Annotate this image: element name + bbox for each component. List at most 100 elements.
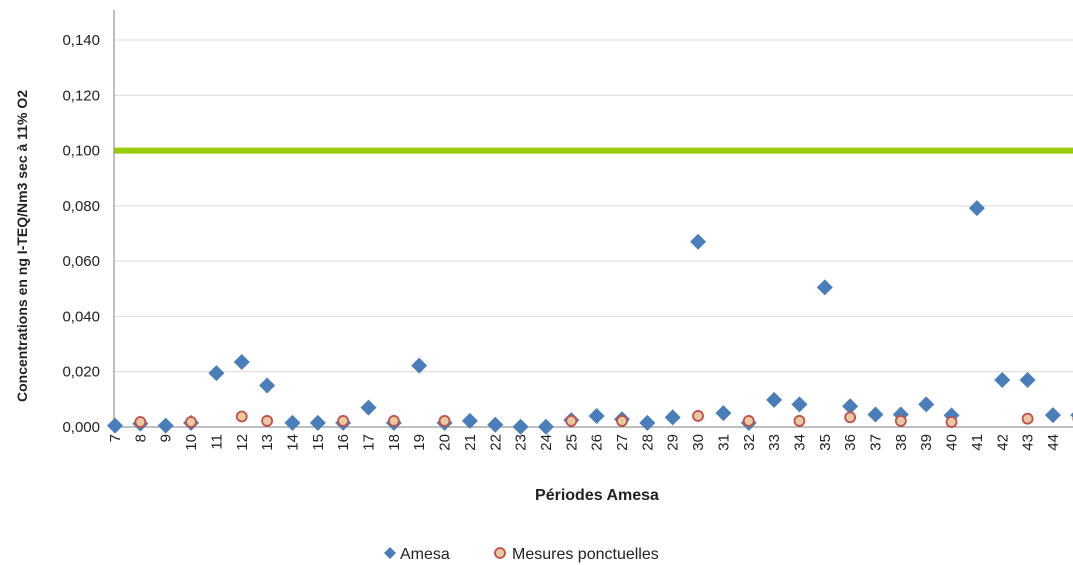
mesures-ponctuelles-point <box>235 410 248 423</box>
x-tick-label: 23 <box>513 434 530 451</box>
amesa-point <box>461 412 478 429</box>
amesa-point <box>842 398 859 415</box>
amesa-point <box>715 405 732 422</box>
y-tick-label: 0,080 <box>62 198 100 215</box>
mesures-ponctuelles-point <box>261 415 274 427</box>
mesures-ponctuelles-point <box>894 415 907 427</box>
mesures-ponctuelles-point <box>565 415 578 427</box>
x-tick-label: 9 <box>158 434 175 442</box>
x-tick-label: 21 <box>462 434 479 451</box>
x-tick-label: 31 <box>715 434 732 451</box>
x-tick-label: 27 <box>614 434 631 451</box>
x-axis-label: Périodes Amesa <box>535 487 659 504</box>
legend: Amesa Mesures ponctuelles <box>384 546 659 563</box>
x-tick-label: 19 <box>411 434 428 451</box>
amesa-point <box>487 416 504 433</box>
amesa-point <box>968 200 985 217</box>
amesa-point <box>918 396 935 413</box>
x-tick-label: 7 <box>107 434 124 442</box>
mesures-ponctuelles-point <box>616 415 628 427</box>
y-tick-label: 0,120 <box>62 87 100 104</box>
x-tick-label: 29 <box>665 434 682 451</box>
x-tick-label: 10 <box>183 434 200 451</box>
amesa-point <box>208 365 225 382</box>
mesures-ponctuelles-point <box>134 416 147 428</box>
amesa-point <box>107 417 123 434</box>
x-tick-label: 13 <box>259 434 276 451</box>
x-tick-label: 12 <box>234 434 251 451</box>
mesures-ponctuelles-point <box>742 415 755 427</box>
mesures-ponctuelles-point <box>185 416 197 428</box>
amesa-point <box>157 417 174 434</box>
amesa-point <box>1019 372 1036 389</box>
x-tick-label: 41 <box>969 434 986 451</box>
y-tick-label: 0,060 <box>62 253 100 270</box>
y-tick-labels: 0,000 0,020 0,040 0,060 0,080 0,100 0,120 0,140 <box>62 32 100 436</box>
gridlines <box>114 39 1073 373</box>
x-tick-label: 38 <box>893 434 910 451</box>
legend-label-mesures-ponctuelles: Mesures ponctuelles <box>512 546 659 563</box>
x-tick-label: 18 <box>386 434 403 451</box>
y-tick-label: 0,040 <box>62 308 100 325</box>
axes <box>113 10 1073 428</box>
legend-marker-amesa <box>384 547 396 559</box>
legend-marker-mesures-ponctuelles <box>494 547 506 559</box>
x-tick-label: 25 <box>563 434 580 451</box>
x-tick-label: 42 <box>994 434 1011 451</box>
y-axis-label: Concentrations en ng I-TEQ/Nm3 sec à 11%… <box>14 90 30 402</box>
amesa-point <box>537 418 554 435</box>
mesures-ponctuelles-point <box>438 415 451 427</box>
x-tick-label: 39 <box>918 434 935 451</box>
legend-label-amesa: Amesa <box>400 546 450 563</box>
x-tick-labels: 7 8 9 10 11 12 13 14 15 16 17 18 19 20 21 22 23 24 25 26 27 2… <box>107 434 1073 451</box>
amesa-point <box>259 377 276 394</box>
x-tick-label: 14 <box>284 434 301 451</box>
amesa-point <box>639 414 656 431</box>
mesures-ponctuelles-point <box>1021 412 1034 425</box>
data-points <box>107 200 1073 435</box>
x-tick-label: 34 <box>791 434 808 451</box>
x-tick-label: 36 <box>842 434 859 451</box>
amesa-point <box>309 414 326 431</box>
x-tick-label: 45 <box>1070 434 1073 451</box>
x-tick-label: 30 <box>690 434 707 451</box>
x-tick-label: 40 <box>944 434 961 451</box>
amesa-point <box>816 279 833 296</box>
mesures-ponctuelles-point <box>793 415 806 427</box>
amesa-point <box>1070 412 1073 418</box>
amesa-point <box>791 396 808 413</box>
x-tick-label: 44 <box>1045 434 1062 451</box>
y-tick-label: 0,100 <box>62 143 100 160</box>
amesa-point <box>690 233 707 250</box>
amesa-point <box>867 406 884 423</box>
x-tick-label: 35 <box>817 434 834 451</box>
x-tick-label: 22 <box>487 434 504 451</box>
y-tick-label: 0,140 <box>62 32 100 49</box>
x-tick-label: 43 <box>1020 434 1037 451</box>
amesa-point <box>588 407 605 424</box>
mesures-ponctuelles-point <box>945 416 958 428</box>
x-tick-label: 16 <box>335 434 352 451</box>
x-tick-label: 15 <box>310 434 327 451</box>
x-tick-label: 17 <box>361 434 378 451</box>
x-tick-label: 24 <box>538 434 555 451</box>
x-tick-label: 8 <box>132 434 149 442</box>
mesures-ponctuelles-point <box>387 415 400 427</box>
x-tick-label: 26 <box>589 434 606 451</box>
amesa-point <box>994 372 1011 389</box>
x-tick-label: 37 <box>868 434 885 451</box>
x-tick-label: 28 <box>639 434 656 451</box>
y-tick-label: 0,000 <box>62 419 100 436</box>
y-tick-label: 0,020 <box>62 364 100 381</box>
mesures-ponctuelles-point <box>844 411 857 424</box>
amesa-point <box>284 414 301 431</box>
mesures-ponctuelles-point <box>337 415 350 427</box>
amesa-point <box>233 354 250 371</box>
amesa-point <box>766 391 783 408</box>
amesa-point <box>360 399 377 416</box>
x-tick-label: 20 <box>437 434 454 451</box>
x-tick-label: 33 <box>766 434 783 451</box>
x-tick-label: 11 <box>208 434 225 450</box>
mesures-ponctuelles-point <box>692 410 704 422</box>
